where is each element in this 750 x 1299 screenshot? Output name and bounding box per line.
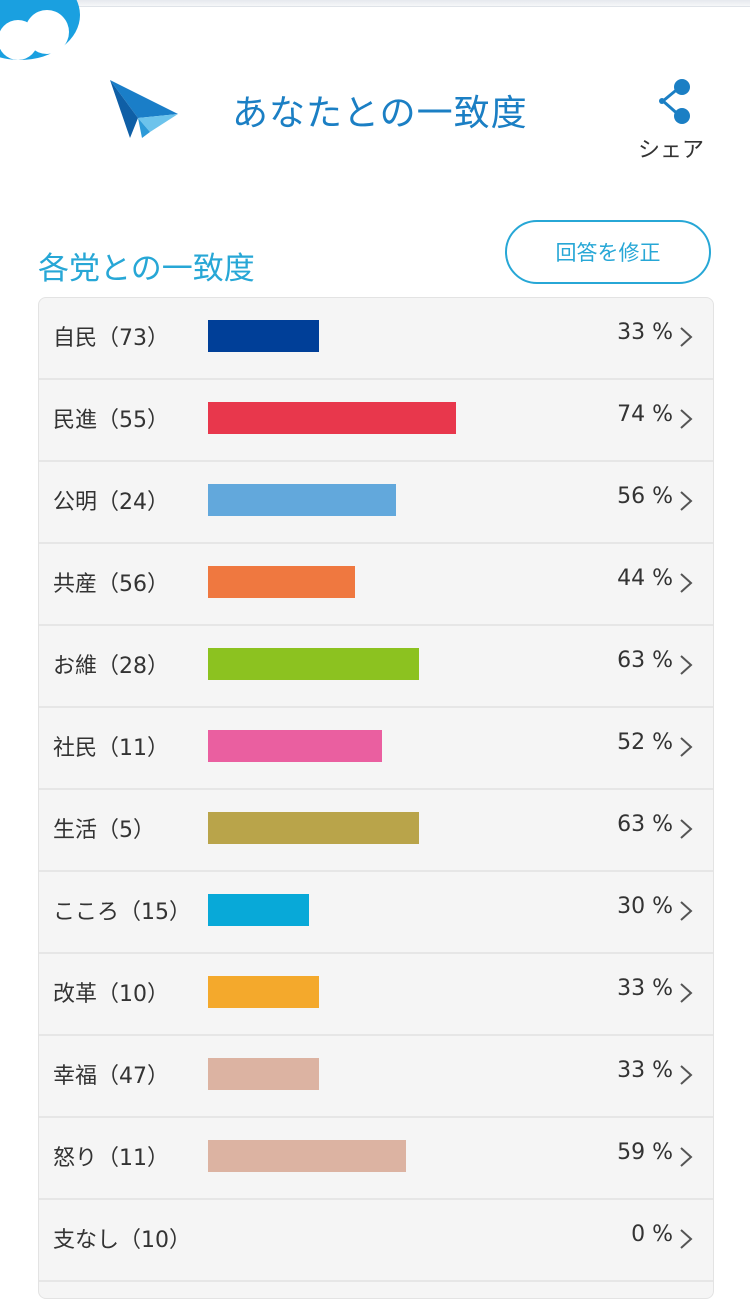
share-label: シェア	[638, 138, 705, 163]
match-bar	[208, 648, 419, 680]
top-bar	[0, 0, 750, 7]
party-name: 公明（24）	[53, 490, 169, 515]
match-percent: 33 %	[617, 976, 673, 1001]
match-bar	[208, 484, 396, 516]
match-bar	[208, 894, 309, 926]
match-percent: 33 %	[617, 1058, 673, 1083]
match-bar	[208, 730, 382, 762]
party-row[interactable]: こころ（15） 30 %	[39, 872, 713, 954]
match-bar	[208, 320, 319, 352]
party-name: こころ（15）	[53, 900, 191, 925]
match-percent: 44 %	[617, 566, 673, 591]
party-row[interactable]: 改革（10） 33 %	[39, 954, 713, 1036]
paper-plane-icon	[110, 80, 178, 138]
chevron-right-icon	[680, 573, 693, 593]
match-percent: 63 %	[617, 812, 673, 837]
match-percent: 63 %	[617, 648, 673, 673]
cloud-decoration-icon	[0, 0, 110, 60]
chevron-right-icon	[680, 491, 693, 511]
chevron-right-icon	[680, 1147, 693, 1167]
edit-answers-button[interactable]: 回答を修正	[505, 220, 711, 284]
party-name: 支なし（10）	[53, 1228, 191, 1253]
party-name: 民進（55）	[53, 408, 169, 433]
match-bar	[208, 402, 456, 434]
chevron-right-icon	[680, 983, 693, 1003]
match-bar	[208, 1140, 406, 1172]
chevron-right-icon	[680, 819, 693, 839]
share-icon	[659, 79, 690, 124]
party-name: 自民（73）	[53, 326, 169, 351]
match-bar	[208, 976, 319, 1008]
party-name: 幸福（47）	[53, 1064, 169, 1089]
chevron-right-icon	[680, 409, 693, 429]
match-percent: 74 %	[617, 402, 673, 427]
party-name: お維（28）	[53, 654, 169, 679]
share-button[interactable]: シェア	[636, 76, 712, 166]
party-row[interactable]: 支なし（10） 0 %	[39, 1200, 713, 1282]
party-row[interactable]: 怒り（11） 59 %	[39, 1118, 713, 1200]
party-row[interactable]: 幸福（47） 33 %	[39, 1036, 713, 1118]
match-percent: 33 %	[617, 320, 673, 345]
section-title: 各党との一致度	[38, 251, 255, 287]
party-name: 社民（11）	[53, 736, 169, 761]
party-match-list: 自民（73） 33 % 民進（55） 74 % 公明（24） 56 % 共産（56） 44 %…	[38, 297, 714, 1299]
match-percent: 0 %	[631, 1222, 673, 1247]
party-row[interactable]: 民進（55） 74 %	[39, 380, 713, 462]
chevron-right-icon	[680, 1229, 693, 1249]
party-name: 改革（10）	[53, 982, 169, 1007]
match-bar	[208, 1058, 319, 1090]
header: あなたとの一致度 シェア	[0, 0, 750, 180]
party-row[interactable]: 共産（56） 44 %	[39, 544, 713, 626]
match-percent: 52 %	[617, 730, 673, 755]
page-title: あなたとの一致度	[232, 93, 528, 134]
chevron-right-icon	[680, 737, 693, 757]
party-name: 生活（5）	[53, 818, 155, 843]
chevron-right-icon	[680, 901, 693, 921]
match-bar	[208, 812, 419, 844]
chevron-right-icon	[680, 327, 693, 347]
match-percent: 59 %	[617, 1140, 673, 1165]
party-row[interactable]: 自民（73） 33 %	[39, 298, 713, 380]
party-row[interactable]: 社民（11） 52 %	[39, 708, 713, 790]
match-percent: 30 %	[617, 894, 673, 919]
party-row[interactable]: 生活（5） 63 %	[39, 790, 713, 872]
party-row[interactable]: 公明（24） 56 %	[39, 462, 713, 544]
party-name: 怒り（11）	[53, 1146, 169, 1171]
chevron-right-icon	[680, 655, 693, 675]
party-row[interactable]: お維（28） 63 %	[39, 626, 713, 708]
chevron-right-icon	[680, 1065, 693, 1085]
match-bar	[208, 566, 355, 598]
match-percent: 56 %	[617, 484, 673, 509]
party-name: 共産（56）	[53, 572, 169, 597]
